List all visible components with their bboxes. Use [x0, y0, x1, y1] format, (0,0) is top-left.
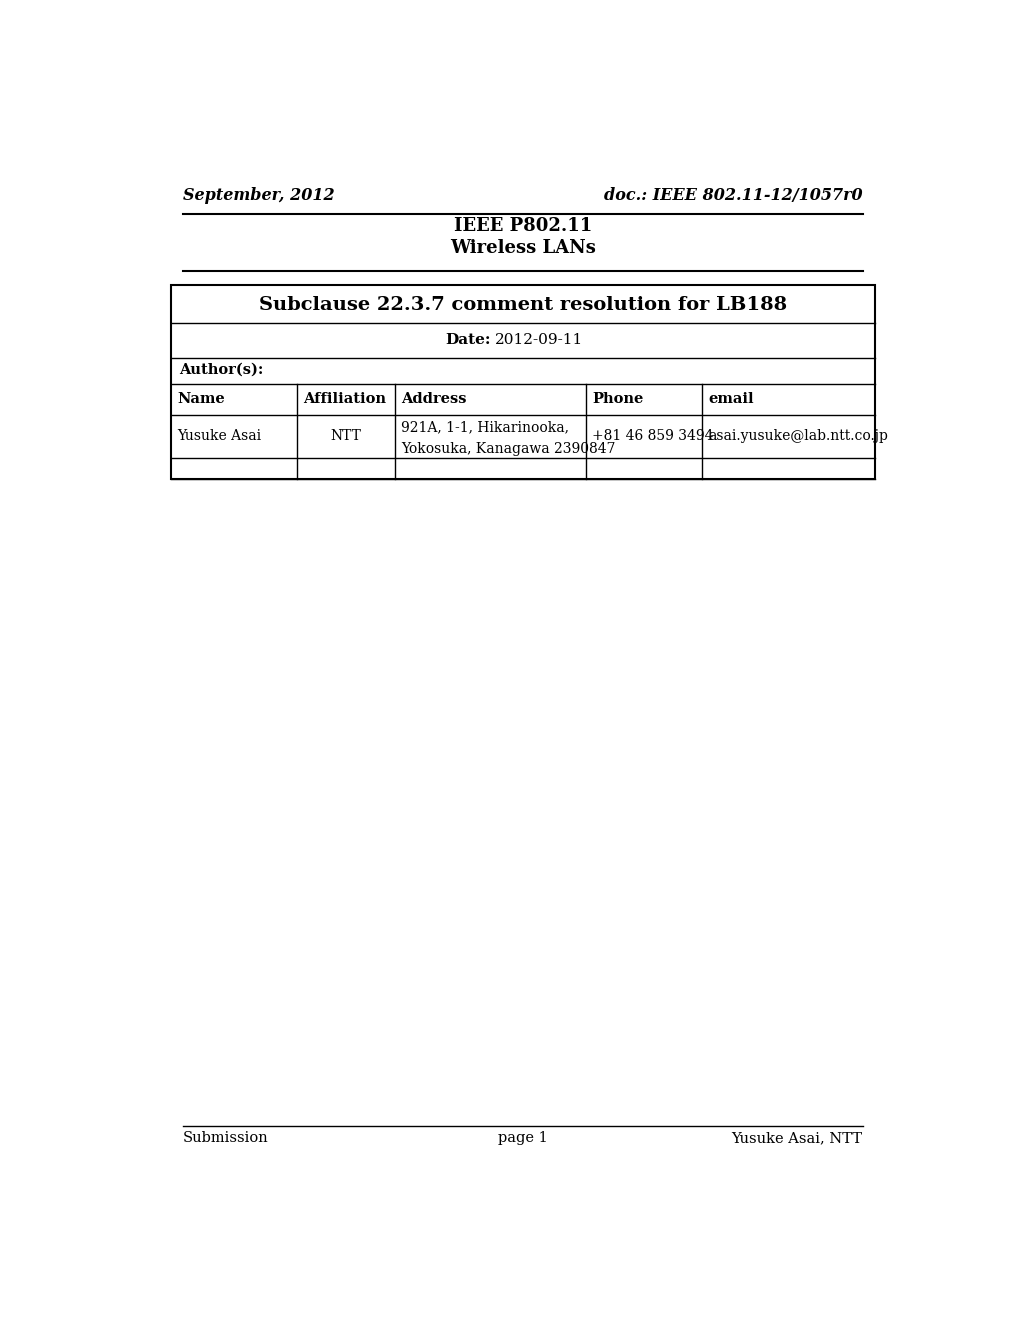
Text: +81 46 859 3494: +81 46 859 3494	[591, 429, 712, 444]
Text: 921A, 1-1, Hikarinooka,: 921A, 1-1, Hikarinooka,	[400, 420, 569, 434]
Text: IEEE P802.11: IEEE P802.11	[453, 216, 591, 235]
Text: Yusuke Asai, NTT: Yusuke Asai, NTT	[731, 1131, 862, 1146]
Text: page 1: page 1	[497, 1131, 547, 1146]
Text: Affiliation: Affiliation	[303, 392, 386, 407]
Text: September, 2012: September, 2012	[182, 187, 334, 205]
FancyBboxPatch shape	[171, 285, 873, 479]
Text: asai.yusuke@lab.ntt.co.jp: asai.yusuke@lab.ntt.co.jp	[708, 429, 888, 444]
Text: Address: Address	[400, 392, 466, 407]
Text: Wireless LANs: Wireless LANs	[449, 239, 595, 257]
Text: Yusuke Asai: Yusuke Asai	[177, 429, 261, 444]
Text: doc.: IEEE 802.11-12/1057r0: doc.: IEEE 802.11-12/1057r0	[603, 187, 862, 205]
Text: Phone: Phone	[591, 392, 643, 407]
Text: Name: Name	[177, 392, 225, 407]
Text: Author(s):: Author(s):	[178, 363, 263, 376]
Text: Date:: Date:	[445, 334, 491, 347]
Text: Subclause 22.3.7 comment resolution for LB188: Subclause 22.3.7 comment resolution for …	[259, 296, 786, 314]
Text: 2012-09-11: 2012-09-11	[494, 334, 583, 347]
Text: Yokosuka, Kanagawa 2390847: Yokosuka, Kanagawa 2390847	[400, 442, 614, 455]
Text: Submission: Submission	[182, 1131, 268, 1146]
Text: email: email	[708, 392, 753, 407]
Text: NTT: NTT	[330, 429, 361, 444]
